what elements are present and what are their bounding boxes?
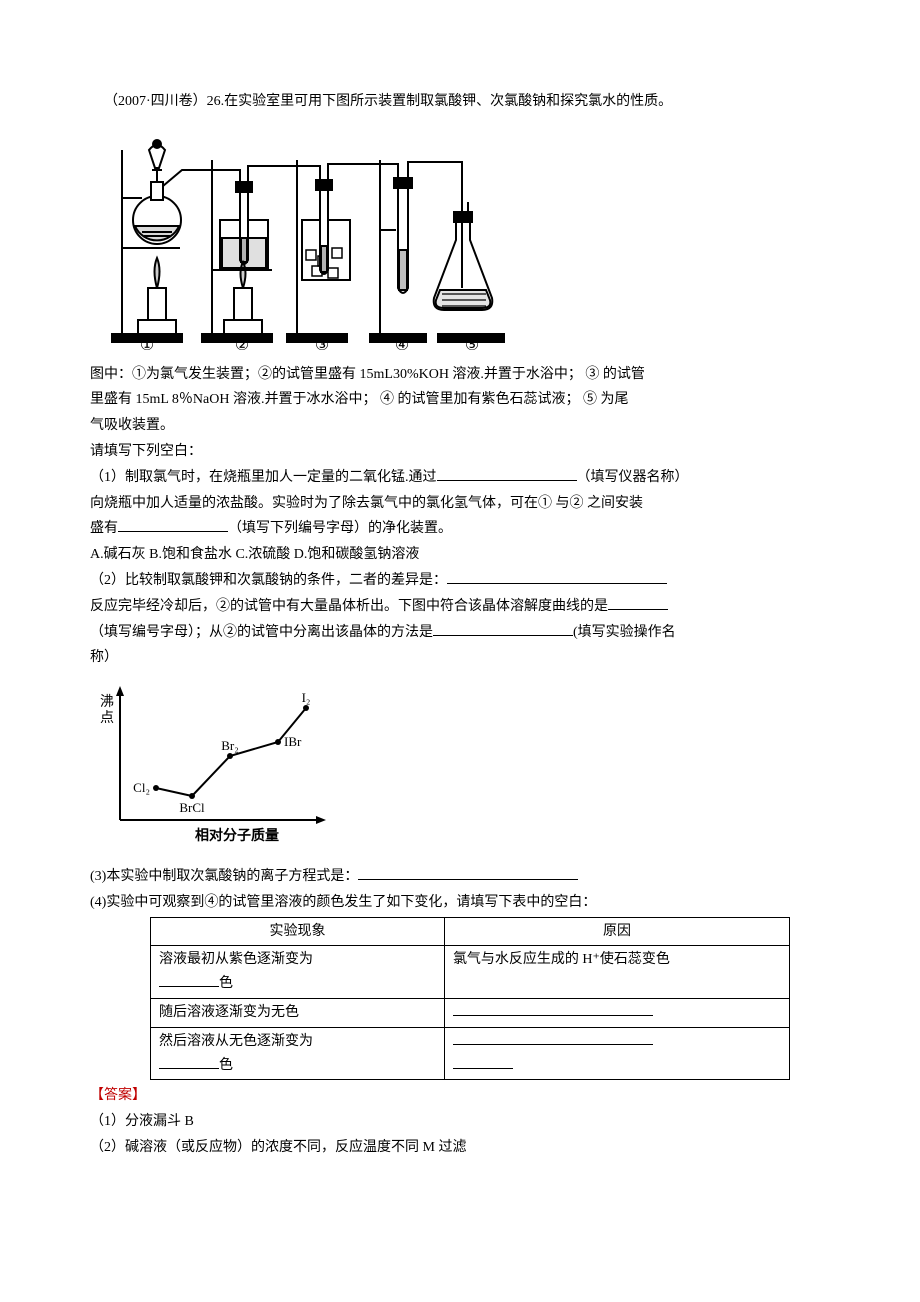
blank-reason-2 <box>453 1001 653 1016</box>
svg-text:Br₂: Br₂ <box>221 738 239 753</box>
svg-text:点: 点 <box>100 710 114 726</box>
desc-line-2: 里盛有 15mL 8％NaOH 溶液.并置于冰水浴中； ④ 的试管里加有紫色石蕊… <box>90 388 830 412</box>
svg-text:I₂: I₂ <box>302 690 311 705</box>
svg-text:IBr: IBr <box>284 734 302 749</box>
col-reason: 原因 <box>444 917 789 946</box>
blank-color-3 <box>159 1054 219 1069</box>
stem-text: 在实验室里可用下图所示装置制取氯酸钾、次氯酸钠和探究氯水的性质。 <box>224 94 672 109</box>
q4-line: (4)实验中可观察到④的试管里溶液的颜色发生了如下变化，请填写下表中的空白： <box>90 891 830 915</box>
desc-line-1: 图中：①为氯气发生装置；②的试管里盛有 15mL30%KOH 溶液.并置于水浴中… <box>90 363 830 387</box>
col-phenomenon: 实验现象 <box>151 917 445 946</box>
svg-text:相对分子质量: 相对分子质量 <box>195 827 279 844</box>
blank-separation <box>433 621 573 636</box>
row3-phen: 然后溶液从无色逐渐变为 色 <box>151 1027 445 1080</box>
q1-options: A.碱石灰 B.饱和食盐水 C.浓硫酸 D.饱和碳酸氢钠溶液 <box>90 543 830 567</box>
blank-reason-3a <box>453 1030 653 1045</box>
desc-line-3: 气吸收装置。 <box>90 414 830 438</box>
q2-line-b: 反应完毕经冷却后，②的试管中有大量晶体析出。下图中符合该晶体溶解度曲线的是 <box>90 595 830 619</box>
q2-line-c: （填写编号字母）；从②的试管中分离出该晶体的方法是(填写实验操作名 <box>90 621 830 645</box>
row3-reason <box>444 1027 789 1080</box>
row2-phen: 随后溶液逐渐变为无色 <box>151 998 445 1027</box>
row1-phen: 溶液最初从紫色逐渐变为 色 <box>151 946 445 999</box>
svg-text:沸: 沸 <box>100 694 114 710</box>
q3-line: (3)本实验中制取次氯酸钠的离子方程式是： <box>90 865 830 889</box>
fill-prompt: 请填写下列空白： <box>90 440 830 464</box>
blank-difference <box>447 569 667 584</box>
row1-reason: 氯气与水反应生成的 H⁺使石蕊变色 <box>444 946 789 999</box>
svg-text:Cl₂: Cl₂ <box>133 780 150 795</box>
blank-purifier <box>118 517 228 532</box>
phenomena-table: 实验现象 原因 溶液最初从紫色逐渐变为 色 氯气与水反应生成的 H⁺使石蕊变色 … <box>150 917 790 1081</box>
q1-line-b: 向烧瓶中加人适量的浓盐酸。实验时为了除去氯气中的氯化氢气体，可在① 与② 之间安… <box>90 492 830 516</box>
apparatus-label-5: ⑤ <box>465 337 479 350</box>
answer-2: （2）碱溶液（或反应物）的浓度不同，反应温度不同 M 过滤 <box>90 1136 830 1160</box>
answer-1: （1）分液漏斗 B <box>90 1110 830 1134</box>
q1-line-a: （1）制取氯气时，在烧瓶里加人一定量的二氧化锰.通过（填写仪器名称） <box>90 466 830 490</box>
svg-text:BrCl: BrCl <box>179 800 205 815</box>
blank-instrument <box>437 466 577 481</box>
q2-line-d: 称） <box>90 646 830 670</box>
apparatus-diagram: ① ② ③ ④ ⑤ <box>102 120 830 359</box>
answer-label: 【答案】 <box>90 1084 830 1108</box>
apparatus-label-1: ① <box>140 337 154 350</box>
apparatus-label-2: ② <box>235 337 249 350</box>
source-tag: （2007·四川卷）26. <box>104 94 224 109</box>
apparatus-label-3: ③ <box>315 337 329 350</box>
q2-line-a: （2）比较制取氯酸钾和次氯酸钠的条件，二者的差异是： <box>90 569 830 593</box>
solubility-graph: 沸点相对分子质量 Cl₂ BrCl Br₂ IBr I₂ <box>90 680 830 859</box>
blank-reason-3b <box>453 1054 513 1069</box>
blank-ionic-eq <box>358 865 578 880</box>
question-header: （2007·四川卷）26.在实验室里可用下图所示装置制取氯酸钾、次氯酸钠和探究氯… <box>90 90 830 114</box>
q1-line-c: 盛有（填写下列编号字母）的净化装置。 <box>90 517 830 541</box>
row2-reason <box>444 998 789 1027</box>
apparatus-label-4: ④ <box>395 337 409 350</box>
blank-color-1 <box>159 972 219 987</box>
blank-curve <box>608 595 668 610</box>
